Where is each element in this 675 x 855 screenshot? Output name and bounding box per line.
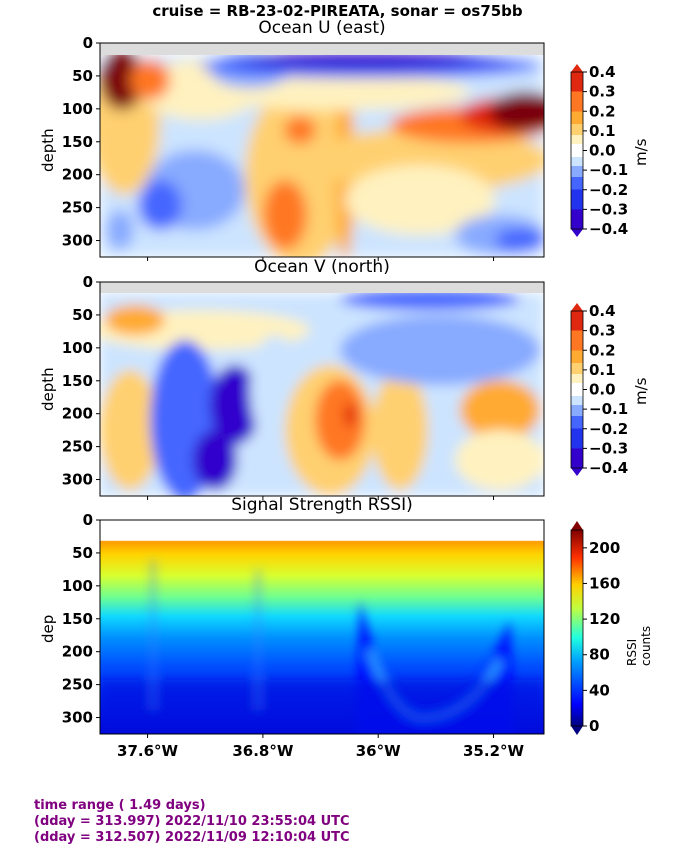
xtick-label: 36°W — [356, 742, 401, 760]
xtick-label: 37.6°W — [117, 742, 179, 760]
colorbar-tick-label-v: 0.0 — [589, 381, 616, 399]
ytick-label-v: 100 — [62, 339, 93, 357]
ytick-label-u: 50 — [72, 67, 93, 85]
colorbar-tick-label-rssi: 0 — [589, 717, 599, 735]
ytick-label-v: 150 — [62, 372, 93, 390]
ytick-label-rssi: 150 — [62, 610, 93, 628]
colorbar-tick-label-u: 0.4 — [589, 63, 616, 81]
colorbar-tick-label-rssi: 80 — [589, 646, 610, 664]
ytick-label-v: 300 — [62, 471, 93, 489]
colorbar-tick-label-rssi: 120 — [589, 610, 620, 628]
ytick-label-u: 250 — [62, 199, 93, 217]
ytick-label-rssi: 250 — [62, 676, 93, 694]
figure-canvas: 0 50 100 150 200 250 300 0 50 100 150 200 250 300 0 50 1… — [62, 34, 628, 760]
u-field — [100, 43, 544, 257]
colorbar-tick-label-u: −0.3 — [589, 200, 628, 218]
colorbar-tick-label-v: 0.2 — [589, 341, 616, 359]
ytick-label-rssi: 50 — [72, 544, 93, 562]
colorbar-tick-label-u: −0.1 — [589, 161, 628, 179]
colorbar-tick-label-u: −0.2 — [589, 181, 628, 199]
ytick-label-rssi: 300 — [62, 709, 93, 727]
ytick-label-rssi: 200 — [62, 643, 93, 661]
axes-frame-u — [99, 42, 545, 258]
v-field — [100, 282, 544, 496]
colorbar-tick-label-rssi: 40 — [589, 681, 610, 699]
colorbar-v — [570, 303, 584, 476]
colorbar-tick-label-v: −0.4 — [589, 459, 628, 477]
panel-title-rssi: Signal Strength RSSI) — [231, 495, 413, 515]
footer-line-2: (dday = 313.997) 2022/11/10 23:55:04 UTC — [34, 814, 350, 829]
panel-title-v: Ocean V (north) — [254, 257, 390, 277]
ytick-label-v: 50 — [72, 306, 93, 324]
ytick-label-v: 200 — [62, 405, 93, 423]
xtick-label: 36.8°W — [232, 742, 294, 760]
xtick-label: 35.2°W — [463, 742, 525, 760]
rssi-field — [100, 520, 544, 734]
ytick-label-u: 200 — [62, 166, 93, 184]
colorbar-tick-label-v: −0.2 — [589, 420, 628, 438]
colorbar-tick-label-rssi: 160 — [589, 574, 620, 592]
colorbar-tick-label-u: 0.0 — [589, 142, 616, 160]
ytick-label-u: 300 — [62, 232, 93, 250]
axes-frame-v — [99, 281, 545, 497]
colorbar-tick-label-u: 0.3 — [589, 83, 616, 101]
footer-line-1: time range ( 1.49 days) — [34, 798, 206, 813]
axes-frame-rssi — [99, 519, 545, 735]
ytick-label-v: 0 — [83, 273, 93, 291]
ytick-label-rssi: 0 — [83, 511, 93, 529]
footer-line-3: (dday = 312.507) 2022/11/09 12:10:04 UTC — [34, 830, 350, 845]
colorbar-tick-label-v: −0.1 — [589, 400, 628, 418]
colorbar-tick-label-v: −0.3 — [589, 439, 628, 457]
panel-title-u: Ocean U (east) — [258, 18, 386, 38]
colorbar-tick-label-v: 0.1 — [589, 361, 616, 379]
colorbar-tick-label-v: 0.3 — [589, 322, 616, 340]
colorbar-rssi — [570, 521, 584, 735]
ytick-label-v: 250 — [62, 438, 93, 456]
colorbar-tick-label-rssi: 200 — [589, 539, 620, 557]
colorbar-u — [570, 64, 584, 237]
colorbar-tick-label-u: −0.4 — [589, 220, 628, 238]
time-range-footer: time range ( 1.49 days) (dday = 313.997)… — [34, 798, 350, 846]
ytick-label-u: 100 — [62, 100, 93, 118]
figure-suptitle: cruise = RB-23-02-PIREATA, sonar = os75b… — [152, 2, 523, 20]
ytick-label-u: 0 — [83, 34, 93, 52]
ytick-label-rssi: 100 — [62, 577, 93, 595]
ytick-label-u: 150 — [62, 133, 93, 151]
colorbar-tick-label-u: 0.1 — [589, 122, 616, 140]
colorbar-tick-label-u: 0.2 — [589, 102, 616, 120]
colorbar-tick-label-v: 0.4 — [589, 302, 616, 320]
